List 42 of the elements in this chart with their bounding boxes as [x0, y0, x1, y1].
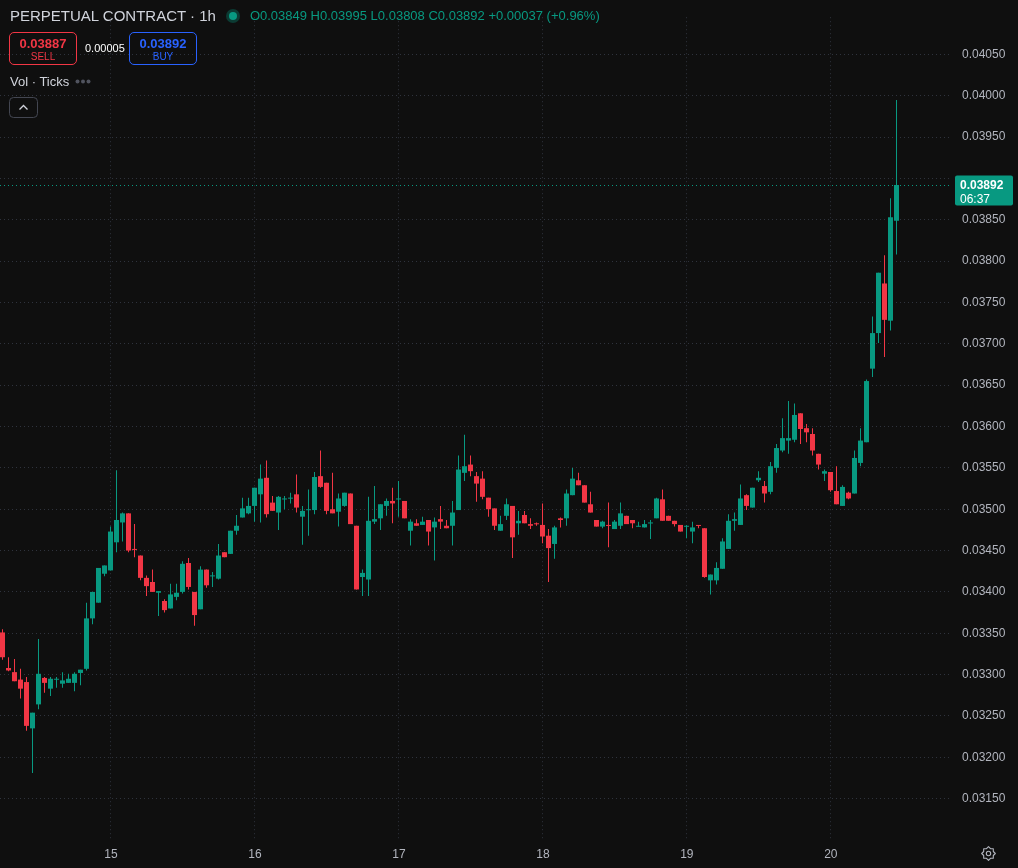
candlestick: [606, 502, 611, 548]
y-tick-label: 0.03350: [962, 625, 1006, 640]
candlestick: [684, 524, 689, 539]
y-tick-label: 0.03800: [962, 253, 1006, 268]
candlestick: [648, 519, 653, 539]
annotation: 0.03887: [19, 36, 67, 51]
price-button[interactable]: 0.03892 BUY: [129, 32, 197, 65]
y-tick-label: 0.03450: [962, 542, 1006, 557]
annotation: 0.00005: [85, 42, 125, 54]
annotation: Vol · Ticks: [10, 74, 70, 89]
y-tick-label: 0.03750: [962, 294, 1006, 309]
text: 06:37: [960, 191, 991, 206]
candlestick: [534, 522, 539, 526]
x-tick-label: 15: [104, 846, 118, 861]
y-tick-label: 0.03950: [962, 129, 1006, 144]
x-tick-label: 20: [824, 846, 838, 861]
y-tick-label: 0.03650: [962, 377, 1006, 392]
x-tick-label: 18: [536, 846, 550, 861]
annotation: 0.03892: [139, 36, 187, 51]
x-tick-label: 19: [680, 846, 694, 861]
y-tick-label: 0.03150: [962, 790, 1006, 805]
y-tick-label: 0.03500: [962, 501, 1006, 516]
candlestick: [156, 591, 161, 616]
y-tick-label: 0.03700: [962, 336, 1006, 351]
price-button[interactable]: 0.03887 SELL: [9, 32, 77, 65]
y-tick-label: 0.03600: [962, 418, 1006, 433]
x-tick-label: 16: [248, 846, 262, 861]
chart-subtitle: O0.03849 H0.03995 L0.03808 C0.03892 +0.00037 (+0.96%): [249, 8, 600, 23]
chart-title: PERPETUAL CONTRACT · 1h: [10, 7, 216, 24]
y-tick-label: 0.03550: [962, 460, 1006, 475]
x-tick-label: 17: [392, 846, 406, 861]
y-tick-label: 0.03200: [962, 749, 1006, 764]
y-tick-label: 0.03850: [962, 212, 1006, 227]
y-tick-label: 0.03400: [962, 584, 1006, 599]
candlestick: [396, 481, 401, 517]
y-tick-label: 0.04000: [962, 88, 1006, 103]
annotation: BUY: [152, 51, 174, 62]
annotation: SELL: [30, 51, 56, 62]
y-tick-label: 0.04050: [962, 46, 1006, 61]
ref-line-label: 0.03892: [960, 177, 1004, 192]
y-tick-label: 0.03300: [962, 666, 1006, 681]
y-tick-label: 0.03250: [962, 708, 1006, 723]
